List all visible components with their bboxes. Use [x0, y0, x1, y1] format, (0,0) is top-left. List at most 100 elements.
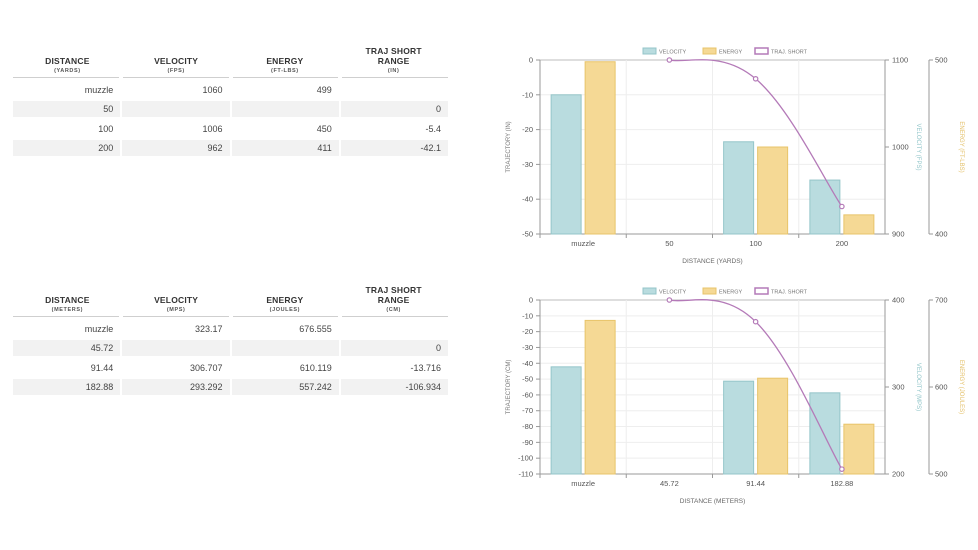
x-tick-label: 50	[665, 239, 673, 248]
left-tick-label: 0	[529, 296, 533, 305]
legend-swatch	[642, 47, 657, 55]
table-cell: 1006	[202, 123, 223, 134]
velocity-bar	[809, 179, 841, 235]
left-tick-label: -50	[522, 230, 533, 239]
legend-label: ENERGY	[719, 290, 743, 296]
table-cell: -42.1	[340, 140, 448, 156]
column-header: VELOCITY (MPS)	[122, 294, 231, 313]
table-cell: 100	[98, 123, 114, 134]
energy-bar	[757, 146, 789, 235]
column-title: TRAJ SHORT RANGE	[365, 285, 422, 305]
left-tick-label: -60	[522, 390, 533, 399]
legend-swatch	[702, 287, 717, 295]
legend-label: ENERGY	[719, 50, 743, 56]
table-cell: -106.934	[340, 379, 448, 395]
table-row: 91.44 306.707 610.119 -13.716	[13, 360, 448, 376]
right1-tick-label: 200	[892, 470, 905, 479]
right1-tick-label: 400	[892, 296, 905, 305]
table-cell	[231, 101, 339, 117]
column-unit: (FPS)	[167, 67, 185, 74]
column-title: DISTANCE	[45, 294, 90, 305]
left-tick-label: -80	[522, 422, 533, 431]
table-cell: 499	[316, 84, 332, 95]
column-title: ENERGY	[266, 55, 304, 66]
left-tick-label: -100	[518, 454, 533, 463]
trajectory-point	[839, 466, 845, 472]
energy-bar	[757, 377, 789, 475]
left-tick-label: -50	[522, 375, 533, 384]
energy-bar	[584, 61, 616, 235]
right1-axis-title: VELOCITY (FPS)	[915, 124, 921, 171]
table-cell	[341, 82, 448, 98]
table-cell: 91.44	[90, 362, 114, 373]
table-cell: 557.242	[231, 379, 339, 395]
right1-axis-title: VELOCITY (MPS)	[915, 363, 921, 411]
x-tick-label: muzzle	[571, 239, 595, 248]
table-cell: 0	[340, 101, 448, 117]
table-cell: 293.292	[122, 379, 230, 395]
table-cell: 200	[13, 140, 121, 156]
left-tick-label: -10	[522, 90, 533, 99]
trajectory-point	[752, 75, 759, 82]
x-tick-label: muzzle	[571, 479, 595, 488]
trajectory-point	[752, 318, 759, 325]
table-header: DISTANCE (YARDS) VELOCITY (FPS) ENERGY (FT-LB…	[13, 40, 448, 74]
table-cell: muzzle	[84, 323, 114, 334]
column-title: VELOCITY	[154, 294, 199, 305]
energy-bar	[843, 423, 875, 475]
table-cell	[122, 101, 230, 117]
left-tick-label: -30	[522, 160, 533, 169]
table-cell: 323.17	[194, 323, 223, 334]
column-header: DISTANCE (METERS)	[13, 294, 122, 313]
left-tick-label: -20	[522, 125, 533, 134]
table-cell: 1060	[202, 84, 223, 95]
table-row: 200 962 411 -42.1	[13, 140, 448, 156]
left-tick-label: -70	[522, 406, 533, 415]
table-row: muzzle 323.17 676.555	[13, 321, 448, 337]
legend-label: VELOCITY	[659, 290, 687, 296]
table-cell: 306.707	[189, 362, 223, 373]
table-row: muzzle 1060 499	[13, 82, 448, 98]
table-cell: 962	[122, 140, 230, 156]
table-cell: 50	[13, 101, 121, 117]
column-unit: (MPS)	[166, 306, 186, 313]
table-cell: muzzle	[84, 84, 114, 95]
left-tick-label: -110	[519, 470, 533, 479]
table-cell: 182.88	[13, 379, 121, 395]
legend-swatch	[754, 287, 769, 295]
velocity-bar	[809, 392, 841, 475]
velocity-bar	[550, 94, 582, 235]
right1-tick-label: 1100	[892, 56, 908, 65]
table-cell	[341, 321, 448, 337]
table-row: 100 1006 450 -5.4	[13, 121, 448, 137]
metric-ballistics-table: DISTANCE (METERS) VELOCITY (MPS) ENERGY (JOUL…	[13, 279, 448, 395]
table-cell: 676.555	[299, 323, 332, 334]
legend-swatch	[702, 47, 717, 55]
right2-tick-label: 600	[935, 383, 948, 392]
column-title: ENERGY	[266, 294, 304, 305]
energy-bar	[584, 319, 616, 475]
column-title: TRAJ SHORT RANGE	[365, 46, 422, 66]
right1-tick-label: 300	[892, 383, 905, 392]
trajectory-line	[669, 299, 843, 470]
table-body: muzzle 323.17 676.555 45.72 0 91.44 306.707 610…	[13, 321, 448, 395]
column-header: ENERGY (FT-LBS)	[231, 55, 340, 74]
left-axis-title: TRAJECTORY (CM)	[506, 360, 512, 415]
table-cell: 45.72	[13, 340, 121, 356]
table-cell: 610.119	[299, 362, 332, 373]
legend-label: VELOCITY	[659, 50, 687, 56]
x-tick-label: 45.72	[660, 479, 679, 488]
right2-tick-label: 500	[935, 470, 948, 479]
left-tick-label: -10	[522, 311, 533, 320]
imperial-trajectory-chart: VELOCITY ENERGY TRAJ. SHORT 0 -10 -20 -30 -40 -5…	[495, 44, 978, 269]
column-title: VELOCITY	[154, 55, 199, 66]
right2-tick-label: 700	[935, 296, 948, 305]
x-axis-title: DISTANCE (METERS)	[680, 498, 746, 505]
x-tick-label: 182.88	[830, 479, 853, 488]
chart-legend: VELOCITY ENERGY TRAJ. SHORT	[642, 47, 808, 56]
velocity-bar	[550, 366, 582, 475]
imperial-ballistics-table: DISTANCE (YARDS) VELOCITY (FPS) ENERGY (FT-LB…	[13, 40, 448, 156]
legend-label: TRAJ. SHORT	[771, 290, 808, 296]
table-cell: 450	[316, 123, 332, 134]
right1-tick-label: 900	[892, 230, 905, 239]
